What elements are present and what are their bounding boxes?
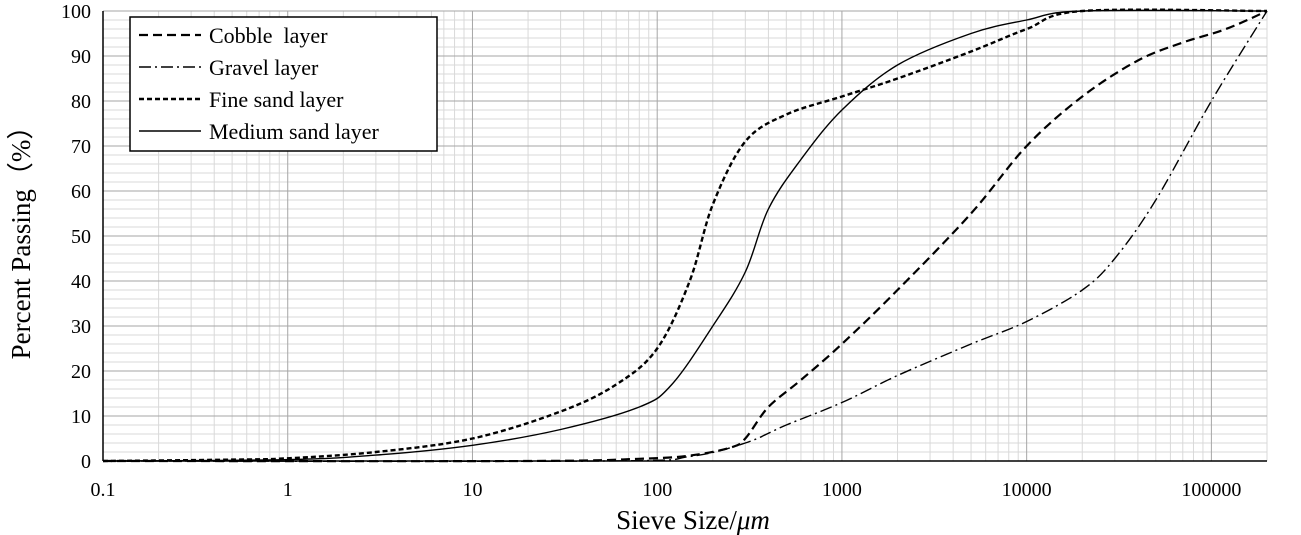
y-tick-label: 70: [71, 136, 91, 158]
series-line-cobble-layer: [102, 9, 1268, 463]
y-tick-label: 100: [61, 1, 91, 23]
x-tick-label: 10: [462, 479, 482, 501]
legend-box: [129, 16, 438, 152]
y-axis-title: Percent Passing（%）: [6, 113, 36, 360]
y-tick-label: 60: [71, 181, 91, 203]
series-line-fine-sand-layer: [102, 8, 1268, 463]
y-tick-label: 20: [71, 361, 91, 383]
legend-label-medium-sand-layer: Medium sand layer: [209, 119, 380, 144]
y-tick-label: 50: [71, 226, 91, 248]
y-tick-label: 40: [71, 271, 91, 293]
x-tick-label: 1: [283, 479, 293, 501]
y-tick-label: 10: [71, 406, 91, 428]
series-line-medium-sand-layer: [102, 9, 1268, 462]
legend-label-cobble-layer: Cobble layer: [209, 23, 328, 48]
y-tick-label: 30: [71, 316, 91, 338]
x-tick-label: 1000: [822, 479, 862, 501]
legend-label-fine-sand-layer: Fine sand layer: [209, 87, 344, 112]
y-tick-label: 80: [71, 91, 91, 113]
x-tick-label: 100: [642, 479, 672, 501]
axes: [102, 11, 1267, 462]
x-tick-label: 100000: [1181, 479, 1241, 501]
x-axis-title: Sieve Size/μm: [616, 505, 770, 535]
x-axis-title-unit: μm: [736, 505, 770, 535]
x-tick-label: 10000: [1002, 479, 1052, 501]
grid-major-lines: [102, 10, 1267, 462]
x-tick-label: 0.1: [91, 479, 116, 501]
legend-label-gravel-layer: Gravel layer: [209, 55, 319, 80]
y-tick-label: 0: [81, 451, 91, 473]
legend: Cobble layer Gravel layer Fine sand layer M…: [129, 16, 438, 152]
y-tick-label: 90: [71, 46, 91, 68]
x-axis-title-text: Sieve Size/: [616, 505, 737, 535]
y-tick-labels: 0 10 20 30 40 50 60 70 80 90 100: [61, 1, 91, 473]
x-tick-labels: 0.1 1 10 100 1000 10000 100000: [91, 479, 1242, 501]
